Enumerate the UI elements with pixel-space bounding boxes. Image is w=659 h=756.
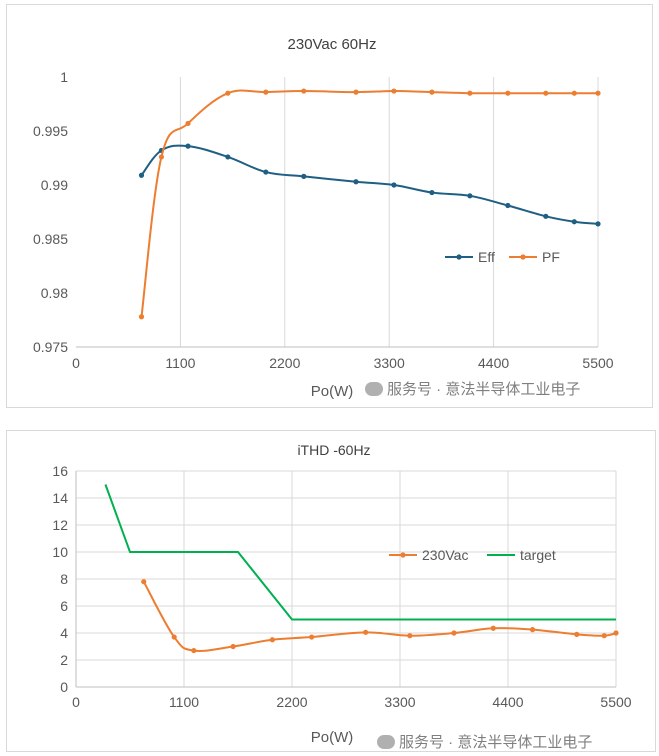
wechat-icon: [365, 382, 383, 396]
x-axis-label: Po(W): [311, 729, 354, 746]
data-point-230vac: [171, 634, 177, 640]
data-point-eff: [225, 154, 231, 160]
data-point-pf: [543, 90, 549, 96]
data-point-pf: [571, 90, 577, 96]
data-point-230vac: [407, 633, 413, 639]
data-point-eff: [301, 173, 307, 179]
data-point-pf: [595, 90, 601, 96]
legend-label-pf: PF: [542, 249, 560, 265]
x-tick-label: 2200: [269, 355, 300, 371]
watermark-text: 服务号 · 意法半导体工业电子: [399, 734, 593, 751]
data-point-230vac: [141, 579, 147, 585]
data-point-eff: [467, 193, 473, 199]
data-point-230vac: [529, 627, 536, 633]
panel-gap: [0, 409, 659, 429]
data-point-pf: [225, 90, 231, 96]
legend-marker-230vac: [400, 552, 406, 558]
legend-marker-eff: [456, 254, 462, 260]
data-point-230vac: [230, 643, 236, 650]
y-tick-label: 0.98: [41, 285, 68, 301]
x-tick-label: 3300: [374, 355, 405, 371]
data-point-230vac: [490, 625, 496, 631]
data-point-eff: [185, 143, 191, 149]
x-tick-label: 0: [72, 694, 80, 710]
data-point-eff: [571, 219, 577, 225]
data-point-eff: [595, 221, 601, 227]
data-point-pf: [301, 88, 307, 94]
x-tick-label: 0: [72, 355, 80, 371]
y-tick-label: 1: [60, 69, 68, 85]
x-tick-label: 1100: [165, 355, 195, 371]
series-line-target: [104, 484, 616, 621]
data-point-230vac: [451, 630, 457, 636]
x-axis-label: Po(W): [311, 383, 354, 400]
chart-title: 230Vac 60Hz: [288, 36, 377, 53]
data-point-230vac: [269, 637, 275, 643]
series-line-eff: [140, 144, 599, 225]
data-point-230vac: [574, 631, 580, 637]
y-tick-label: 0.99: [41, 177, 68, 193]
chart-panel-ithd: iTHD -60Hz 0 1100 2200 3300 4400 5500 0 2 4 6 8 10 12…: [6, 430, 656, 752]
chart-eff-pf: 230Vac 60Hz 0 1100 2200 3300 4400 5500 0.975 0.9…: [33, 36, 614, 400]
chart-panel-efficiency: 230Vac 60Hz 0 1100 2200 3300 4400 5500 0.975 0.9…: [6, 4, 653, 408]
y-tick-label: 0.975: [33, 339, 68, 355]
data-point-pf: [467, 90, 473, 96]
x-tick-label: 3300: [384, 694, 415, 710]
chart-title: iTHD -60Hz: [297, 442, 370, 458]
series-line-230vac: [142, 581, 617, 652]
y-tick-label: 0.985: [33, 231, 68, 247]
data-point-eff: [391, 182, 397, 188]
legend-label-eff: Eff: [478, 249, 495, 265]
data-point-eff: [138, 172, 145, 178]
data-point-pf: [138, 314, 145, 320]
y-tick-label: 0.995: [33, 123, 68, 139]
data-point-eff: [353, 179, 359, 185]
y-tick-label: 10: [52, 544, 68, 560]
data-point-230vac: [601, 633, 607, 639]
data-point-eff: [505, 202, 511, 209]
y-tick-label: 12: [52, 517, 68, 533]
y-tick-label: 8: [60, 571, 68, 587]
data-point-pf: [505, 90, 511, 96]
y-tick-label: 16: [52, 463, 68, 479]
data-point-230vac: [613, 630, 619, 636]
y-tick-label: 4: [60, 625, 68, 641]
data-point-eff: [543, 213, 549, 219]
data-point-pf: [185, 120, 191, 127]
data-point-pf: [391, 88, 397, 94]
watermark: 服务号 · 意法半导体工业电子: [377, 731, 592, 752]
data-point-230vac: [309, 634, 315, 640]
data-point-eff: [429, 189, 435, 196]
data-point-pf: [429, 89, 435, 95]
legend-label-230vac: 230Vac: [422, 547, 468, 563]
wechat-icon: [377, 735, 395, 749]
watermark: 服务号 · 意法半导体工业电子: [365, 378, 580, 399]
legend-marker-pf: [520, 254, 526, 260]
data-point-pf: [353, 89, 359, 95]
series-line-pf: [140, 89, 598, 317]
data-point-pf: [158, 154, 165, 160]
y-tick-label: 0: [60, 679, 68, 695]
x-tick-label: 1100: [169, 694, 199, 710]
x-tick-label: 5500: [600, 694, 631, 710]
watermark-text: 服务号 · 意法半导体工业电子: [387, 381, 581, 398]
x-tick-label: 4400: [492, 694, 523, 710]
x-tick-label: 5500: [582, 355, 613, 371]
data-point-230vac: [363, 629, 369, 635]
data-point-eff: [263, 169, 269, 175]
chart-ithd: iTHD -60Hz 0 1100 2200 3300 4400 5500 0 2 4 6 8 10 12…: [52, 442, 631, 746]
data-point-230vac: [191, 647, 197, 654]
x-tick-label: 4400: [478, 355, 509, 371]
x-tick-label: 2200: [276, 694, 307, 710]
y-tick-label: 2: [60, 652, 68, 668]
y-tick-label: 6: [60, 598, 68, 614]
y-tick-label: 14: [52, 490, 68, 506]
data-point-pf: [263, 89, 269, 95]
legend-label-target: target: [520, 547, 556, 563]
